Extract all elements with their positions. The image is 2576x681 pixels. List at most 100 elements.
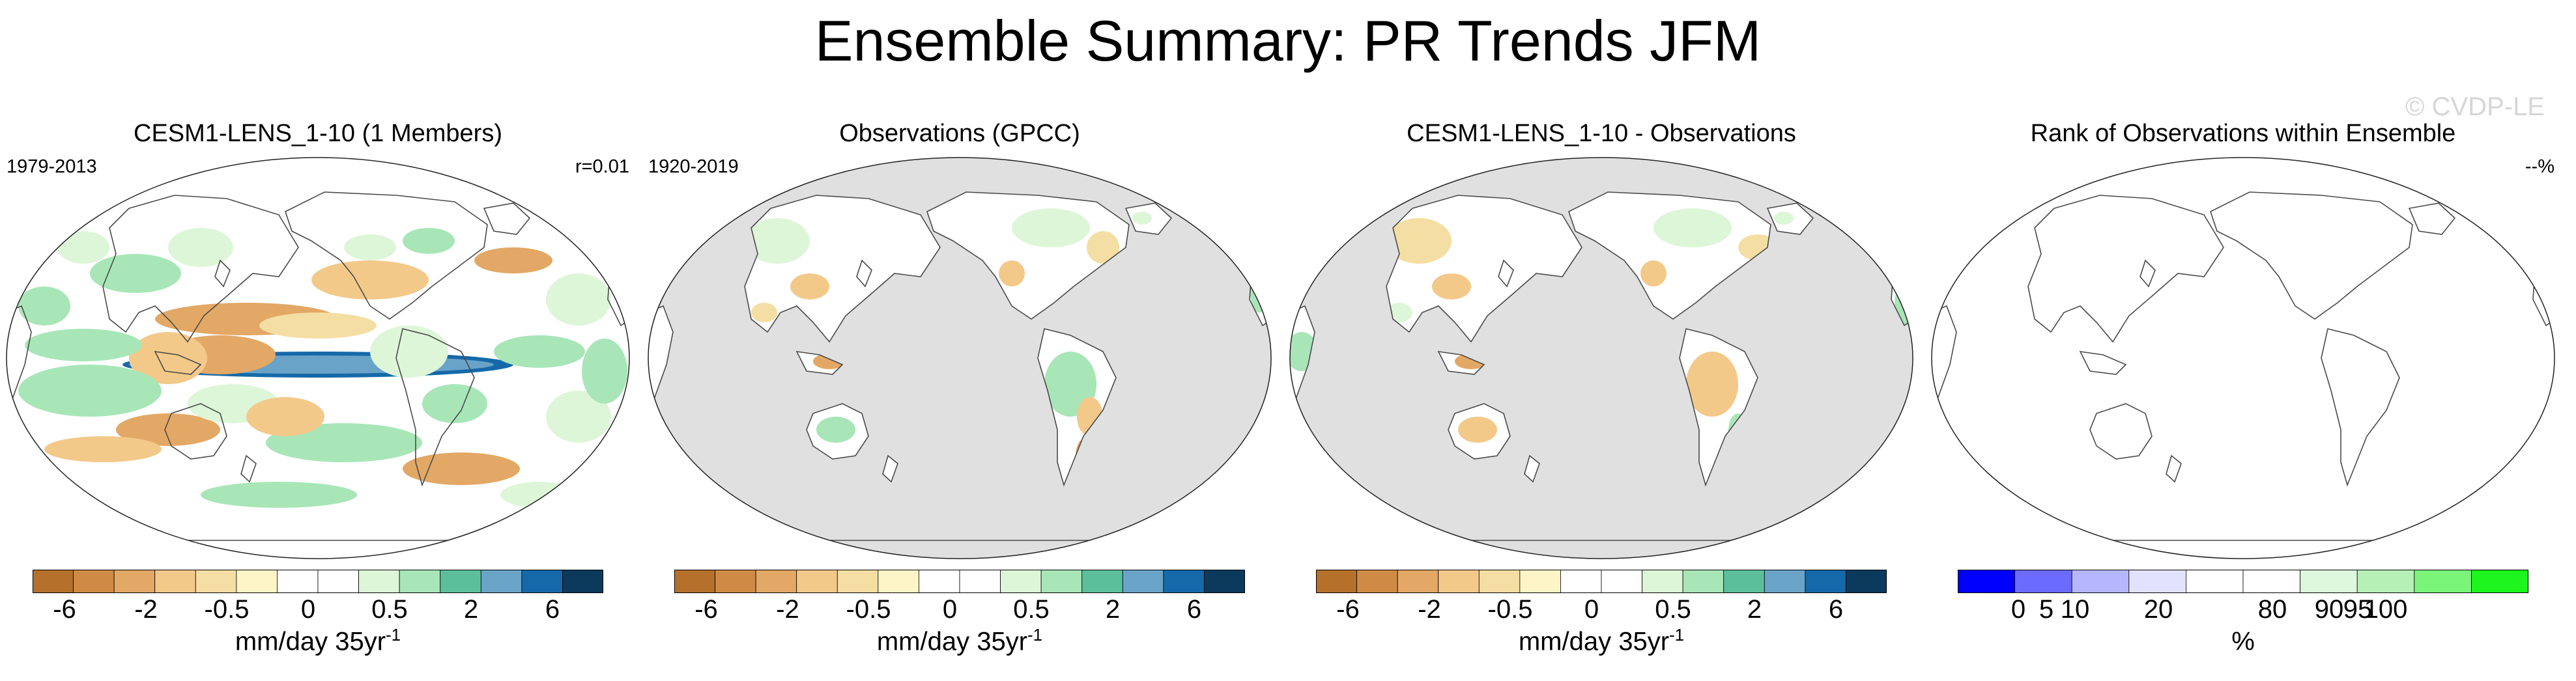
colorbar-tick-label: 100 bbox=[2364, 595, 2408, 624]
coastline-south-america bbox=[1037, 328, 1117, 487]
panel-rank: Rank of Observations within Ensemble --%… bbox=[1930, 111, 2556, 677]
colorbar-swatch bbox=[317, 570, 359, 593]
colorbar-swatch bbox=[1356, 570, 1398, 593]
colorbar-swatch bbox=[33, 570, 74, 593]
colorbar-tick-label: -0.5 bbox=[204, 595, 250, 624]
panel-difference: CESM1-LENS_1-10 - Observations mm/day 35… bbox=[1289, 111, 1914, 677]
colorbar-swatch bbox=[1040, 570, 1083, 593]
colorbar-label: mm/day 35yr-1 bbox=[876, 625, 1043, 656]
globe-outline bbox=[648, 157, 1272, 559]
trend-patch bbox=[25, 329, 142, 361]
colorbar-tick-label: 0.5 bbox=[371, 595, 408, 624]
trend-patch bbox=[790, 273, 829, 299]
coastline-indonesia bbox=[154, 350, 202, 375]
coastline-south-america bbox=[2321, 328, 2400, 487]
colorbar-tick-label: 0 bbox=[942, 595, 958, 624]
colorbar-tick-label: -2 bbox=[1418, 595, 1441, 624]
coastline-africa bbox=[7, 305, 32, 405]
trend-map bbox=[1289, 157, 1913, 559]
trend-patch bbox=[1386, 218, 1452, 264]
coastline-asia bbox=[1386, 195, 1582, 343]
colorbar-swatch bbox=[2071, 570, 2130, 593]
colorbar-frame bbox=[33, 570, 603, 593]
trend-patch bbox=[751, 303, 777, 322]
trend-patch bbox=[168, 228, 233, 267]
trend-patch bbox=[1087, 231, 1119, 264]
colorbar-tick-label: 0 bbox=[300, 595, 316, 624]
trend-patch bbox=[1686, 352, 1738, 417]
coastline-new-zealand bbox=[882, 454, 898, 483]
trend-patch bbox=[1640, 260, 1667, 286]
coastline-greenland bbox=[483, 202, 531, 235]
colorbar bbox=[33, 570, 603, 593]
colorbar-swatch bbox=[562, 570, 603, 593]
coastline-asia bbox=[102, 195, 299, 343]
colorbar-swatch bbox=[2300, 570, 2358, 593]
colorbar-tick-label: 80 bbox=[2257, 595, 2287, 624]
coastline-africa bbox=[1290, 305, 1315, 405]
colorbar-swatch bbox=[1682, 570, 1724, 593]
trend-patch bbox=[1132, 212, 1152, 225]
coastline-japan bbox=[856, 259, 872, 288]
coastline-africa bbox=[648, 305, 674, 405]
colorbar-swatch bbox=[1958, 570, 2015, 593]
colorbar-swatch bbox=[236, 570, 278, 593]
coastline-antarctica bbox=[1290, 540, 1913, 559]
colorbar-swatch bbox=[1316, 570, 1357, 593]
colorbar-swatch bbox=[521, 570, 563, 593]
land-area-africa bbox=[648, 306, 673, 404]
coastline-south-america bbox=[395, 328, 475, 487]
colorbar-label: mm/day 35yr-1 bbox=[235, 625, 401, 656]
trend-patch bbox=[422, 384, 487, 423]
trend-patch bbox=[546, 273, 611, 326]
colorbar-label: mm/day 35yr-1 bbox=[1518, 625, 1685, 656]
coastline-north-america bbox=[1568, 191, 1771, 320]
trend-patch bbox=[1653, 208, 1732, 247]
coastline-australia bbox=[1448, 403, 1511, 460]
colorbar-swatch bbox=[73, 570, 115, 593]
coastline-antarctica bbox=[7, 540, 629, 559]
trend-patch bbox=[57, 231, 109, 264]
colorbar-swatch bbox=[2242, 570, 2300, 593]
trend-patch bbox=[745, 218, 810, 264]
coastline-antarctica bbox=[1932, 540, 2555, 559]
colorbar-frame bbox=[674, 570, 1245, 593]
colorbar-tick-label: 6 bbox=[545, 595, 560, 624]
colorbar-swatch bbox=[1478, 570, 1521, 593]
coastline-indonesia bbox=[2079, 350, 2127, 375]
trend-patch bbox=[403, 452, 520, 485]
colorbar-swatch bbox=[1122, 570, 1164, 593]
trend-patch bbox=[344, 234, 396, 260]
colorbar-tick-label: 5 bbox=[2039, 595, 2054, 624]
panel-title: CESM1-LENS_1-10 (1 Members) bbox=[134, 120, 502, 147]
coastline-greenland bbox=[1124, 202, 1173, 235]
trend-map bbox=[6, 157, 630, 559]
colorbar-swatch bbox=[2128, 570, 2186, 593]
trend-patch bbox=[44, 436, 162, 462]
colorbar-tick-label: 2 bbox=[463, 595, 479, 624]
coastline-japan bbox=[214, 259, 231, 288]
trend-patch bbox=[311, 260, 429, 299]
colorbar-tick-label: 6 bbox=[1828, 595, 1844, 624]
rank-percent-label: --% bbox=[2525, 156, 2555, 177]
colorbar-tick-label: -6 bbox=[694, 595, 718, 624]
trend-patch bbox=[546, 391, 611, 443]
panel-title: CESM1-LENS_1-10 - Observations bbox=[1407, 120, 1796, 147]
colorbar-swatch bbox=[1560, 570, 1602, 593]
trend-patch bbox=[18, 365, 162, 417]
trend-patch bbox=[90, 254, 181, 293]
coastline-indonesia bbox=[795, 350, 844, 375]
colorbar-tick-label: 0 bbox=[1584, 595, 1599, 624]
colorbar-swatch bbox=[480, 570, 522, 593]
coastline-asia bbox=[2027, 195, 2224, 343]
colorbar-swatch bbox=[1081, 570, 1123, 593]
globe-outline bbox=[1931, 157, 2555, 559]
coastline-australia bbox=[806, 403, 869, 460]
correlation-label: r=0.01 bbox=[575, 156, 629, 177]
trend-patch bbox=[129, 332, 207, 384]
trend-patch bbox=[1012, 208, 1090, 247]
colorbar-swatch bbox=[1764, 570, 1806, 593]
colorbar-label: % bbox=[2231, 627, 2255, 656]
colorbar-swatch bbox=[1163, 570, 1205, 593]
figure-title: Ensemble Summary: PR Trends JFM bbox=[814, 8, 1762, 73]
